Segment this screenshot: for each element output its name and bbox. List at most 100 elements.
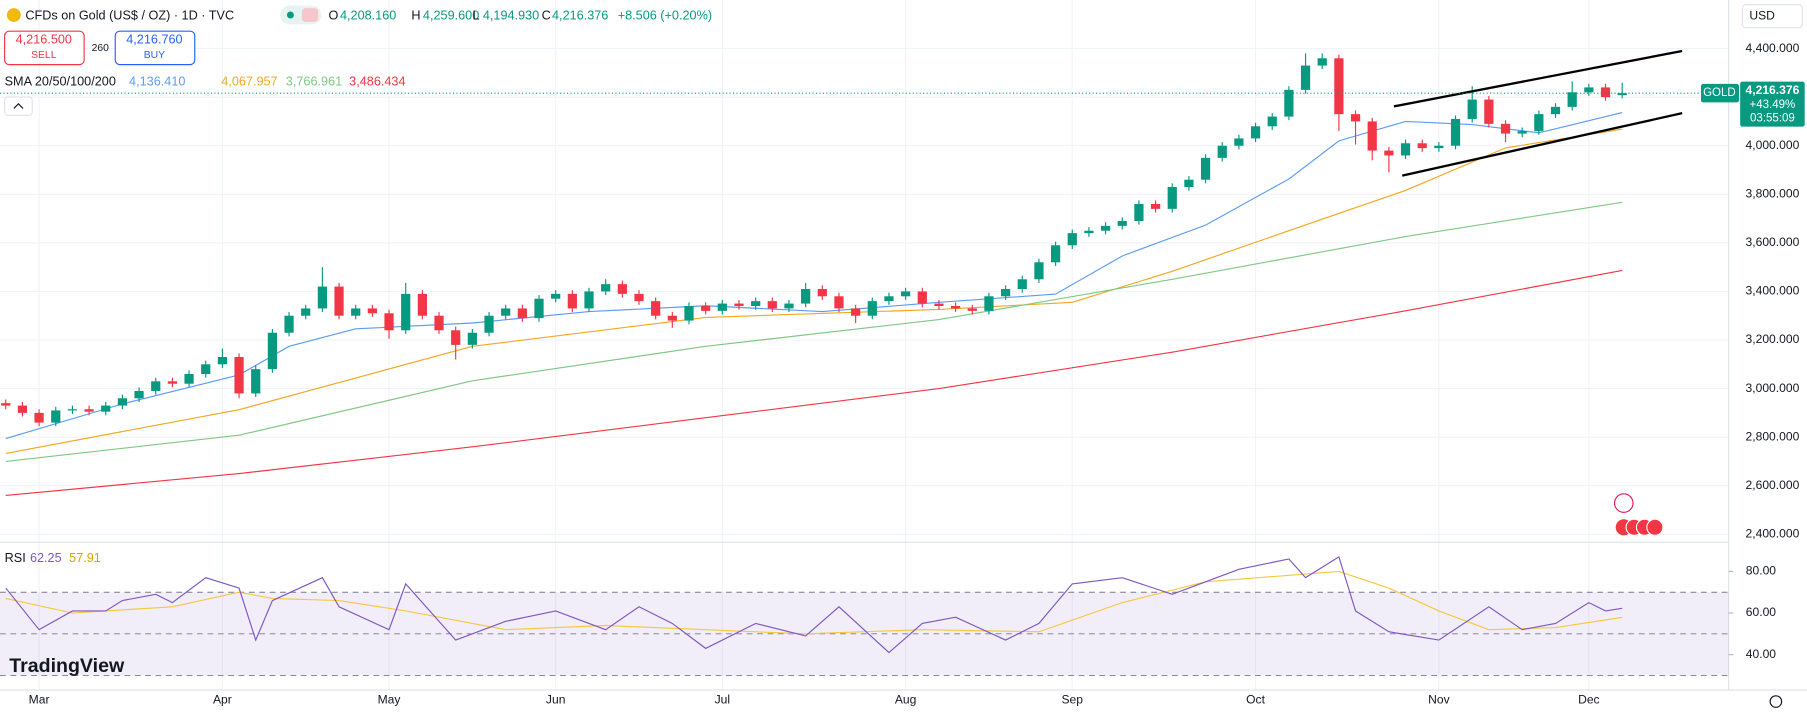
low-value: 4,194.930 (483, 8, 539, 22)
rsi-line (5, 555, 1623, 654)
candle-body (401, 293, 411, 331)
x-tick-label: Aug (895, 693, 917, 707)
candle-body (917, 291, 927, 304)
candle-body (334, 286, 344, 316)
candle-body (1034, 262, 1044, 280)
price-tag-price: 4,216.376 (1746, 83, 1800, 97)
candle-body (751, 301, 761, 307)
candle-body (551, 293, 561, 299)
rsi-tick-label: 80.00 (1746, 564, 1777, 578)
symbol-tag-label: GOLD (1703, 87, 1736, 99)
candle-body (1417, 143, 1427, 149)
x-tick-label: Jun (546, 693, 565, 707)
candle-body (1567, 92, 1577, 107)
candle-body (501, 308, 511, 316)
candle-body (67, 409, 78, 411)
candle-body (201, 364, 211, 375)
x-tick-label: Sep (1062, 693, 1084, 707)
y-tick-label: 3,000.000 (1746, 381, 1800, 395)
y-tick-label: 3,400.000 (1746, 284, 1800, 298)
symbol-tag (1700, 83, 1740, 103)
high-label: H (411, 8, 420, 22)
rsi-ma-value: 57.91 (69, 551, 101, 565)
high-value: 4,259.600 (423, 8, 479, 22)
open-label: O (328, 8, 338, 22)
y-tick-label: 4,400.000 (1746, 41, 1800, 55)
candle-body (734, 303, 744, 307)
candle-body (1434, 145, 1444, 149)
candle-body (117, 398, 128, 406)
event-icon[interactable] (1613, 493, 1634, 513)
candle-body (317, 286, 327, 309)
currency: USD (1749, 8, 1775, 22)
rsi-tick-label: 40.00 (1746, 647, 1777, 661)
status-icon (301, 8, 319, 22)
candle-body (901, 291, 911, 297)
candle-body (251, 369, 261, 394)
candle-body (1384, 150, 1394, 156)
y-tick-label: 2,400.000 (1746, 526, 1800, 540)
x-tick-label: Apr (213, 693, 232, 707)
candle-body (684, 306, 694, 321)
price-tag-change: +43.49% (1750, 99, 1796, 111)
status-dot (286, 11, 294, 19)
candle-body (1450, 119, 1461, 146)
candle-body (1284, 89, 1294, 117)
candle-body (51, 410, 61, 423)
candle-body (17, 405, 28, 413)
candle-body (367, 308, 377, 314)
candle-body (1584, 87, 1594, 93)
candle-body (1, 403, 11, 406)
candle-body (951, 306, 961, 309)
sma-value: 3,766.961 (286, 74, 342, 88)
currency-button[interactable] (1741, 4, 1803, 29)
candle-body (701, 306, 711, 311)
sma-line (5, 269, 1623, 497)
candle-body (1200, 157, 1211, 180)
sell-button[interactable] (4, 30, 85, 66)
chart-title: CFDs on Gold (US$ / OZ) · 1D · TVC (25, 8, 234, 22)
grid (0, 0, 1729, 690)
collapse-button[interactable] (4, 96, 33, 116)
sell-price: 4,216.500 (16, 33, 72, 47)
candle-body (1334, 58, 1344, 115)
price-tag-countdown: 03:55:09 (1750, 113, 1795, 125)
change: +8.506 (+0.20%) (618, 8, 712, 22)
candle-body (967, 308, 977, 311)
sma-line (5, 112, 1623, 440)
candle-body (1100, 225, 1111, 231)
candle-body (801, 289, 811, 304)
trend-line (1393, 49, 1683, 108)
candle-body (467, 332, 477, 345)
candle-body (151, 381, 161, 392)
collapse-icon (13, 103, 24, 109)
candle-body (434, 315, 444, 331)
candle-body (1084, 230, 1094, 234)
candle-body (101, 405, 111, 412)
x-tick-label: Nov (1428, 693, 1450, 707)
rsi-tick-label: 60.00 (1746, 605, 1777, 619)
candle-body (1350, 114, 1361, 122)
candle-body (584, 291, 594, 309)
y-tick-label: 4,000.000 (1746, 138, 1800, 152)
candle-body (351, 308, 361, 316)
candle-body (567, 293, 577, 309)
sma-line (5, 128, 1623, 454)
candle-body (634, 293, 644, 302)
candle-body (1017, 279, 1027, 290)
event-flag[interactable] (1646, 518, 1664, 536)
candle-body (767, 301, 777, 309)
sma-value: 4,067.957 (221, 74, 277, 88)
rsi-ma-line (5, 570, 1623, 635)
candle-body (1600, 87, 1611, 98)
settings-icon[interactable] (1769, 695, 1783, 708)
x-tick-label: Jul (715, 693, 730, 707)
candle-body (717, 303, 727, 311)
plot (0, 49, 1729, 676)
x-tick-label: Mar (29, 693, 50, 707)
candle-body (534, 298, 544, 319)
candle-body (417, 293, 427, 316)
buy-button[interactable] (114, 30, 196, 66)
